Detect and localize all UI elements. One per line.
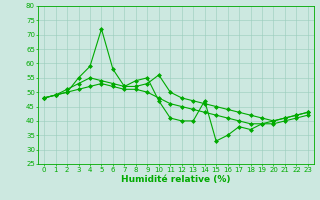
X-axis label: Humidité relative (%): Humidité relative (%) [121, 175, 231, 184]
